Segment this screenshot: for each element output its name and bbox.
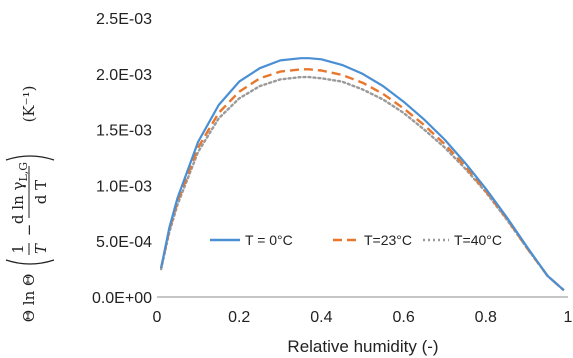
legend-label-2: T=23°C xyxy=(364,232,412,248)
legend-label-1: T = 0°C xyxy=(245,232,293,248)
y-axis-title-left-paren xyxy=(5,259,55,265)
y-axis-title-right-paren xyxy=(5,155,55,161)
series-lines xyxy=(159,57,566,292)
y-axis-title-minus: − xyxy=(20,224,38,237)
y-tick-label: 2.5E-03 xyxy=(96,11,152,28)
x-tick-label: 0.6 xyxy=(392,309,414,326)
y-axis-title-unit: (K⁻¹) xyxy=(20,86,38,123)
y-tick-label: 1.5E-03 xyxy=(96,123,152,140)
series-line-1 xyxy=(160,57,565,292)
y-tick-label: 0.0E+00 xyxy=(92,290,152,307)
x-tick-label: 0.2 xyxy=(228,309,250,326)
y-axis-title-theta: Θ ln Θ xyxy=(20,274,38,323)
y-axis-title-frac2-den: d T xyxy=(32,180,50,204)
y-axis-title-frac1-num: 1 xyxy=(9,244,27,254)
x-axis-title: Relative humidity (-) xyxy=(287,337,438,356)
legend-label-3: T=40°C xyxy=(454,232,502,248)
x-tick-label: 1 xyxy=(564,309,573,326)
y-axis-title: Θ ln Θ 1 T − d ln γL,G d T (K⁻¹) xyxy=(5,86,55,323)
y-axis-title-frac1-den: T xyxy=(32,243,50,254)
x-axis-ticks: 0 0.2 0.4 0.6 0.8 1 xyxy=(153,309,573,326)
y-axis-title-frac2-num: d ln γL,G xyxy=(9,162,30,224)
y-tick-label: 2.0E-03 xyxy=(96,67,152,84)
y-tick-label: 1.0E-03 xyxy=(96,178,152,195)
y-tick-label: 5.0E-04 xyxy=(96,234,152,251)
y-axis-ticks: 0.0E+00 5.0E-04 1.0E-03 1.5E-03 2.0E-03 2.5E-… xyxy=(92,11,152,307)
x-tick-label: 0.8 xyxy=(475,309,497,326)
x-tick-label: 0 xyxy=(153,309,162,326)
x-tick-label: 0.4 xyxy=(310,309,332,326)
legend: T = 0°C T=23°C T=40°C xyxy=(210,232,502,248)
